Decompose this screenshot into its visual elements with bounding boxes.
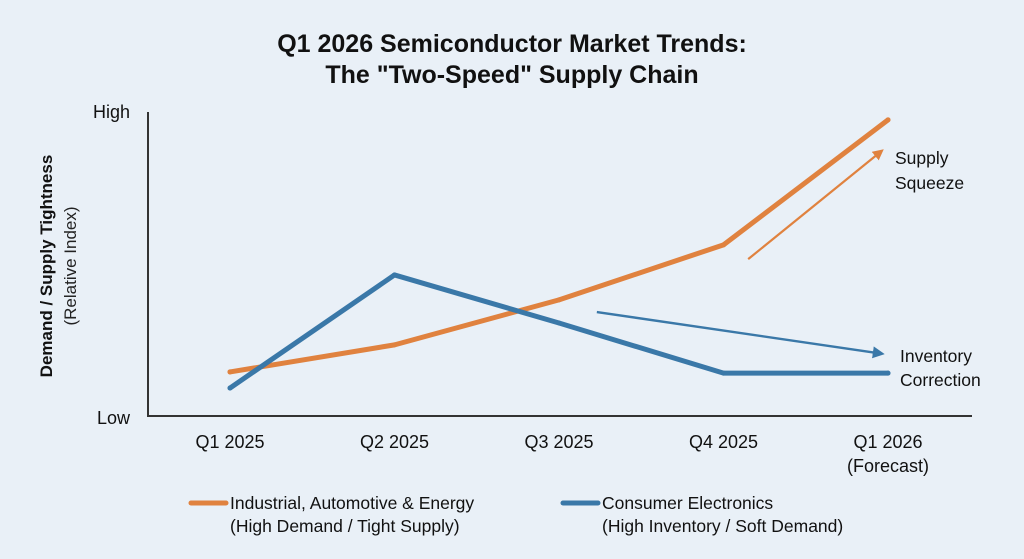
x-tick-labels: Q1 2025 Q2 2025 Q3 2025 Q4 2025 Q1 2026 … [195,432,929,476]
data-point-series-1-2 [556,320,562,326]
data-point-series-0-0 [227,369,233,375]
y-tick-high: High [93,102,130,122]
annotation-supply-squeeze-line-2: Squeeze [895,173,964,193]
x-tick-sublabel-forecast: (Forecast) [847,456,929,476]
annotation-inventory-correction-line-1: Inventory [900,346,972,366]
series-line-industrial [227,117,891,375]
supply-squeeze-arrow [747,149,884,260]
annotation-inventory-correction-line-2: Correction [900,370,981,390]
data-point-series-0-4 [885,117,891,123]
data-point-series-1-4 [885,370,891,376]
x-tick-label: Q2 2025 [360,432,429,452]
legend-label-consumer-electronics: Consumer Electronics [602,493,773,513]
annotation-supply-squeeze-line-1: Supply [895,148,949,168]
data-point-series-1-3 [721,370,726,376]
data-point-series-0-2 [556,297,562,303]
legend-sublabel-industrial: (High Demand / Tight Supply) [230,516,460,536]
data-point-series-0-1 [392,342,397,348]
data-point-series-0-3 [721,242,726,248]
data-point-series-1-0 [227,385,233,391]
x-tick-label: Q3 2025 [524,432,593,452]
y-axis-sublabel: (Relative Index) [61,206,80,325]
legend-sublabel-consumer-electronics: (High Inventory / Soft Demand) [602,516,843,536]
legend-label-industrial: Industrial, Automotive & Energy [230,493,474,513]
data-point-series-1-1 [392,272,397,278]
y-tick-low: Low [97,408,131,428]
series-line-consumer-electronics [227,272,891,391]
x-tick-label: Q4 2025 [689,432,758,452]
inventory-correction-arrow [596,310,885,359]
chart-title-line-2: The "Two-Speed" Supply Chain [325,61,698,89]
y-axis-label: Demand / Supply Tightness [37,155,56,378]
chart-title-line-1: Q1 2026 Semiconductor Market Trends: [277,30,747,58]
x-tick-label: Q1 2025 [195,432,264,452]
legend: Industrial, Automotive & Energy (High De… [188,493,843,536]
x-tick-label: Q1 2026 [853,432,922,452]
